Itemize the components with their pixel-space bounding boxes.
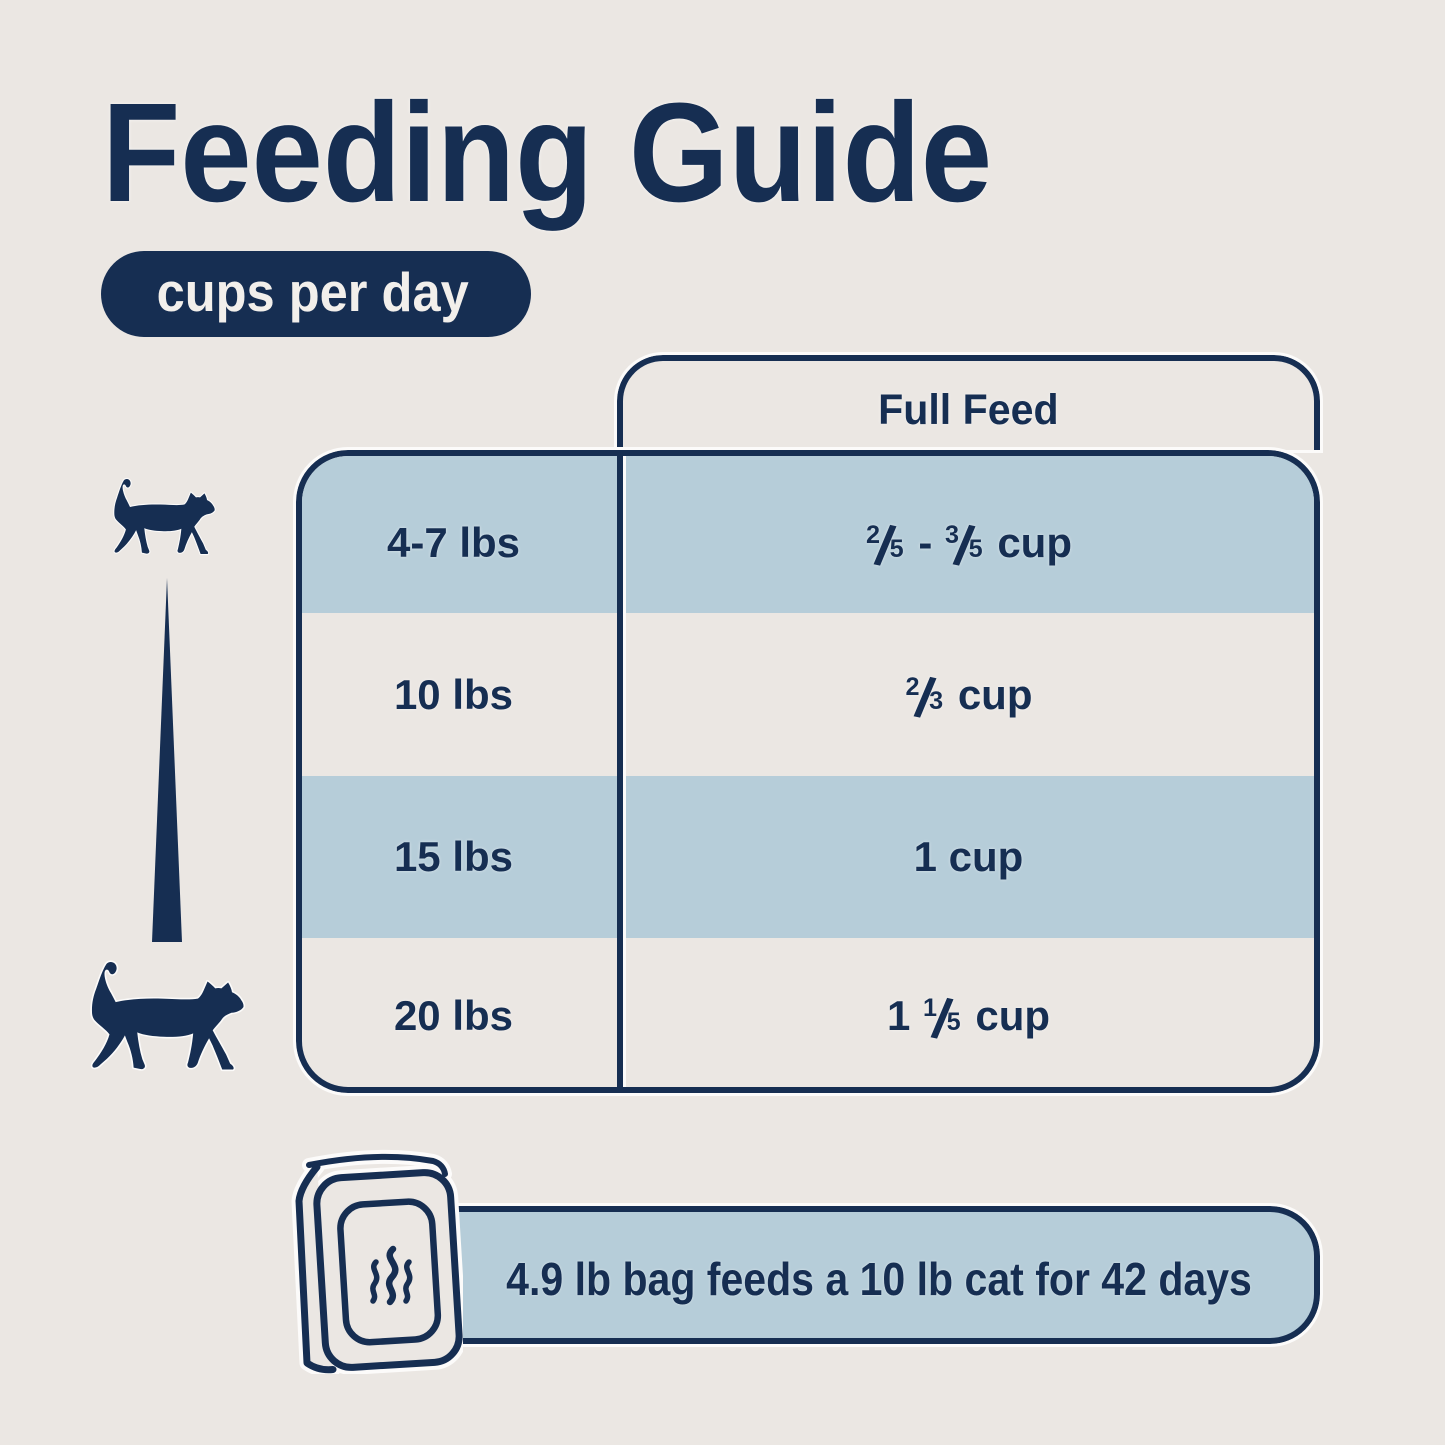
bag-info-text: 4.9 lb bag feeds a 10 lb cat for 42 days <box>506 1253 1252 1305</box>
table-row: 10 lbs 2/3 cup <box>302 613 1314 776</box>
size-scale-wedge <box>150 578 184 942</box>
bag-info-banner: 4.9 lb bag feeds a 10 lb cat for 42 days <box>397 1203 1323 1347</box>
small-cat-icon <box>113 477 216 556</box>
full-feed-column-header: Full Feed <box>614 352 1323 453</box>
weight-cell: 20 lbs <box>393 991 514 1039</box>
feed-cell: 2/5 - 3/5 cup <box>617 456 1314 613</box>
fraction: 3/5 <box>944 513 983 579</box>
wedge-triangle-path <box>152 578 182 942</box>
cat-silhouette-path <box>90 960 246 1072</box>
cat-silhouette-path <box>113 477 216 556</box>
unit-pill-label: cups per day <box>156 261 470 323</box>
food-bag-icon <box>291 1149 463 1374</box>
table-row: 4-7 lbs 2/5 - 3/5 cup <box>302 456 1314 613</box>
weight-cell: 10 lbs <box>393 670 514 718</box>
fraction: 2/5 <box>865 513 904 579</box>
weight-cell: 4-7 lbs <box>386 518 521 566</box>
table-row: 20 lbs 1 1/5 cup <box>302 938 1314 1087</box>
unit-pill: cups per day <box>101 251 531 337</box>
fraction: 2/3 <box>905 665 944 731</box>
table-row: 15 lbs 1 cup <box>302 776 1314 938</box>
feed-cell: 1 cup <box>617 776 1314 938</box>
page-title: Feeding Guide <box>102 73 993 231</box>
large-cat-icon <box>90 960 246 1072</box>
bag-top-fold <box>306 1153 448 1177</box>
bag-inner-panel <box>337 1198 442 1346</box>
feed-cell: 1 1/5 cup <box>617 938 1314 1087</box>
feed-cell: 2/3 cup <box>617 613 1314 776</box>
aroma-steam-icon <box>370 1245 413 1306</box>
bag-ink <box>295 1153 463 1374</box>
feeding-table: 4-7 lbs 2/5 - 3/5 cup 10 lbs 2/3 cup 15 lbs 1… <box>293 447 1323 1096</box>
full-feed-label: Full Feed <box>878 386 1059 434</box>
weight-cell: 15 lbs <box>393 833 514 880</box>
fraction: 1/5 <box>923 986 961 1052</box>
